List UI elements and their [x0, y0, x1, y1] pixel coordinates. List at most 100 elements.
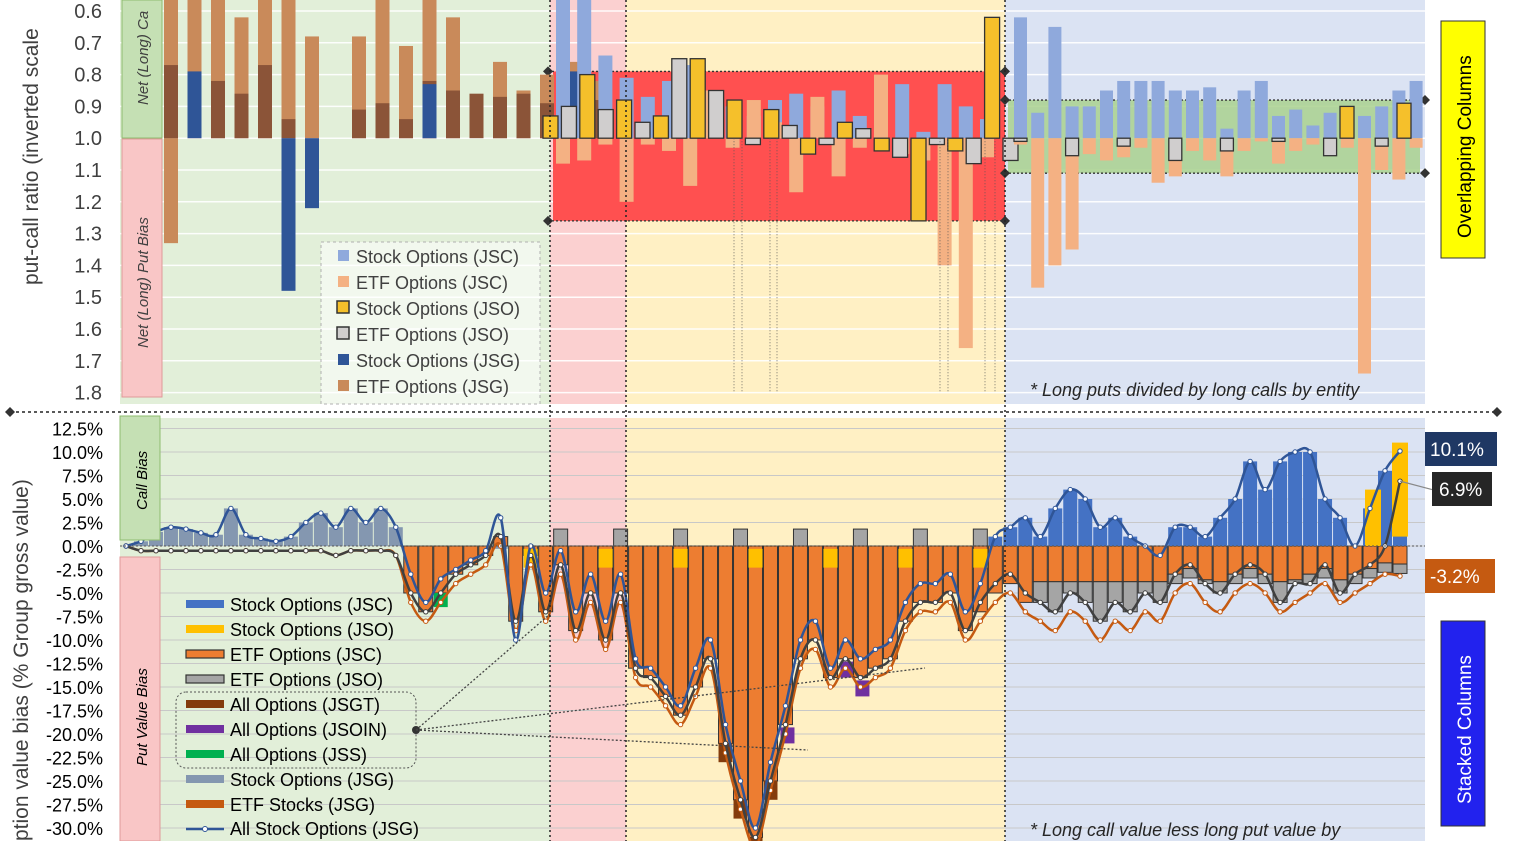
line-all-stock-options-jsg-marker — [303, 519, 309, 526]
line-etf-jso-marker — [872, 665, 879, 671]
bottom-bar-etf-jsc — [1077, 545, 1093, 583]
top-bar-stock-jsc — [1014, 17, 1027, 139]
y-tick-label: 0.7 — [74, 33, 102, 55]
bottom-lines — [123, 446, 1403, 846]
line-all-stock-options-jsg-marker — [1247, 458, 1253, 465]
bottom-bar-etf-jsc — [748, 545, 764, 838]
top-bar-stock-jsc — [1065, 106, 1079, 139]
top-bar-stock-jsc — [958, 106, 973, 139]
line-etf-stocks-jsg-marker — [1022, 609, 1028, 615]
bottom-bar-stock-jsc — [1108, 517, 1123, 546]
line-etf-jso-marker — [1037, 599, 1043, 606]
y-tick-label: 10.0% — [52, 443, 103, 463]
top-bar-etf-jsc — [1306, 138, 1320, 145]
line-etf-stocks-jsg-marker — [1187, 580, 1193, 587]
top-bar-stock-jso — [726, 99, 743, 139]
top-bar-etf-jsg-dark — [164, 65, 178, 139]
y-tick-label: -27.5% — [46, 796, 103, 816]
line-all-stock-options-jsg-marker — [512, 637, 519, 643]
top-bar-stock-jsc — [1272, 115, 1285, 139]
line-all-stock-options-jsg-marker — [617, 571, 624, 577]
bottom-bar-etf-jsc — [1332, 545, 1348, 581]
line-etf-jso-marker — [243, 548, 249, 554]
top-bar-etf-jsg-dark — [493, 96, 507, 139]
top-bars — [164, 0, 1423, 393]
line-etf-jso-marker — [138, 548, 144, 554]
top-bar-stock-jsc — [1117, 80, 1131, 139]
pointer-arrow — [415, 667, 926, 731]
bottom-bar-etf-jso — [1107, 581, 1123, 603]
line-etf-stocks-jsg-marker — [1067, 609, 1073, 615]
bottom-bar-etf-jsc — [1092, 545, 1108, 583]
top-bar-stock-jsc — [1134, 80, 1148, 139]
line-all-stock-options-jsg-marker — [647, 665, 654, 671]
bottom-bar-stock-jso — [1365, 489, 1381, 546]
line-all-stock-options-jsg-marker — [932, 580, 939, 587]
bottom-bar-etf-jsc — [1287, 545, 1303, 581]
y-tick-label: 1.3 — [74, 224, 102, 246]
line-etf-jso-marker — [348, 548, 354, 554]
chart-divider-marker — [1492, 407, 1502, 417]
line-etf-jso-marker — [1052, 609, 1058, 615]
line-etf-stocks-jsg-marker — [1262, 590, 1268, 596]
top-bar-etf-jso — [560, 105, 578, 139]
line-etf-stocks-jsg-marker — [572, 637, 579, 643]
bottom-bar-stock-jsc — [1213, 517, 1228, 546]
line-all-stock-options-jsg-marker — [1202, 533, 1208, 540]
top-footnote: * Long puts divided by long calls by ent… — [1030, 380, 1360, 400]
legend-label: Stock Options (JSC) — [356, 247, 519, 267]
line-etf-stocks-jsg-marker — [527, 562, 534, 568]
line-all-stock-options-jsg-marker — [228, 505, 234, 512]
y-tick-label: -20.0% — [46, 725, 103, 745]
line-etf-jso-marker — [468, 562, 474, 568]
bottom-bar-etf-jsc — [912, 545, 928, 603]
line-etf-jso-marker — [1187, 562, 1193, 568]
top-bar-stock-jsc — [1409, 80, 1423, 139]
line-etf-stocks-jsg-marker — [902, 627, 909, 634]
line-etf-jso-marker — [1172, 571, 1178, 577]
top-bar-etf-jsc — [1186, 138, 1199, 151]
line-etf-stocks-jsg-marker — [1157, 618, 1163, 624]
line-etf-stocks-jsg-marker — [1217, 609, 1223, 615]
line-all-stock-options-jsg-marker — [557, 548, 564, 554]
line-etf-jso-marker — [1232, 571, 1238, 577]
line-all-stock-options-jsg-marker — [542, 590, 549, 596]
line-etf-jso-marker — [902, 618, 909, 624]
line-etf-stocks-jsg-marker — [1397, 573, 1403, 579]
line-all-stock-options-jsg-marker — [602, 618, 609, 624]
top-legend: Stock Options (JSC) ETF Options (JSC) St… — [320, 241, 541, 405]
line-etf-jso-marker — [977, 599, 984, 606]
line-etf-stocks-jsg-marker — [812, 646, 819, 653]
top-bar-etf-jsc — [1340, 138, 1354, 148]
line-etf-stocks-jsg-marker — [842, 665, 849, 671]
line-etf-jso-marker — [887, 656, 894, 662]
top-bar-etf-jsc — [852, 138, 867, 148]
legend-swatch — [186, 750, 224, 758]
top-bar-etf-jsc — [810, 96, 825, 139]
top-bar-stock-jso — [689, 58, 706, 139]
top-bar-etf-jso — [818, 137, 835, 146]
line-all-stock-options-jsg-marker — [767, 759, 774, 765]
y-tick-label: -12.5% — [46, 655, 103, 675]
bottom-bar-stock-jsc — [988, 536, 1003, 546]
bottom-bar-etf-jsc — [1272, 545, 1288, 583]
top-bar-etf-jsc — [1134, 138, 1148, 148]
top-bar-etf-jsg — [399, 45, 413, 139]
bottom-bar-stock-jsg — [163, 527, 178, 546]
bottom-bar-stock-jsg — [373, 508, 388, 546]
line-all-stock-options-jsg-marker — [408, 571, 414, 577]
line-all-stock-options-jsg-marker — [363, 519, 369, 526]
line-etf-jso-marker — [153, 548, 159, 554]
bottom-bar-etf-jsc — [1302, 545, 1318, 575]
line-all-stock-options-jsg-marker — [1052, 505, 1058, 512]
top-bar-etf-jso — [855, 128, 872, 139]
top-bar-etf-jsc — [958, 138, 973, 349]
legend-label: ETF Stocks (JSG) — [230, 795, 375, 815]
range-marker — [543, 66, 553, 77]
line-all-stock-options-jsg-marker — [243, 532, 249, 538]
top-bar-etf-jsg-dark — [375, 103, 390, 139]
line-etf-jso-marker — [183, 548, 189, 554]
top-bar-etf-jsg — [305, 36, 319, 139]
bottom-bar-stock-jsc — [1093, 527, 1108, 546]
line-etf-jso-marker — [737, 797, 744, 803]
